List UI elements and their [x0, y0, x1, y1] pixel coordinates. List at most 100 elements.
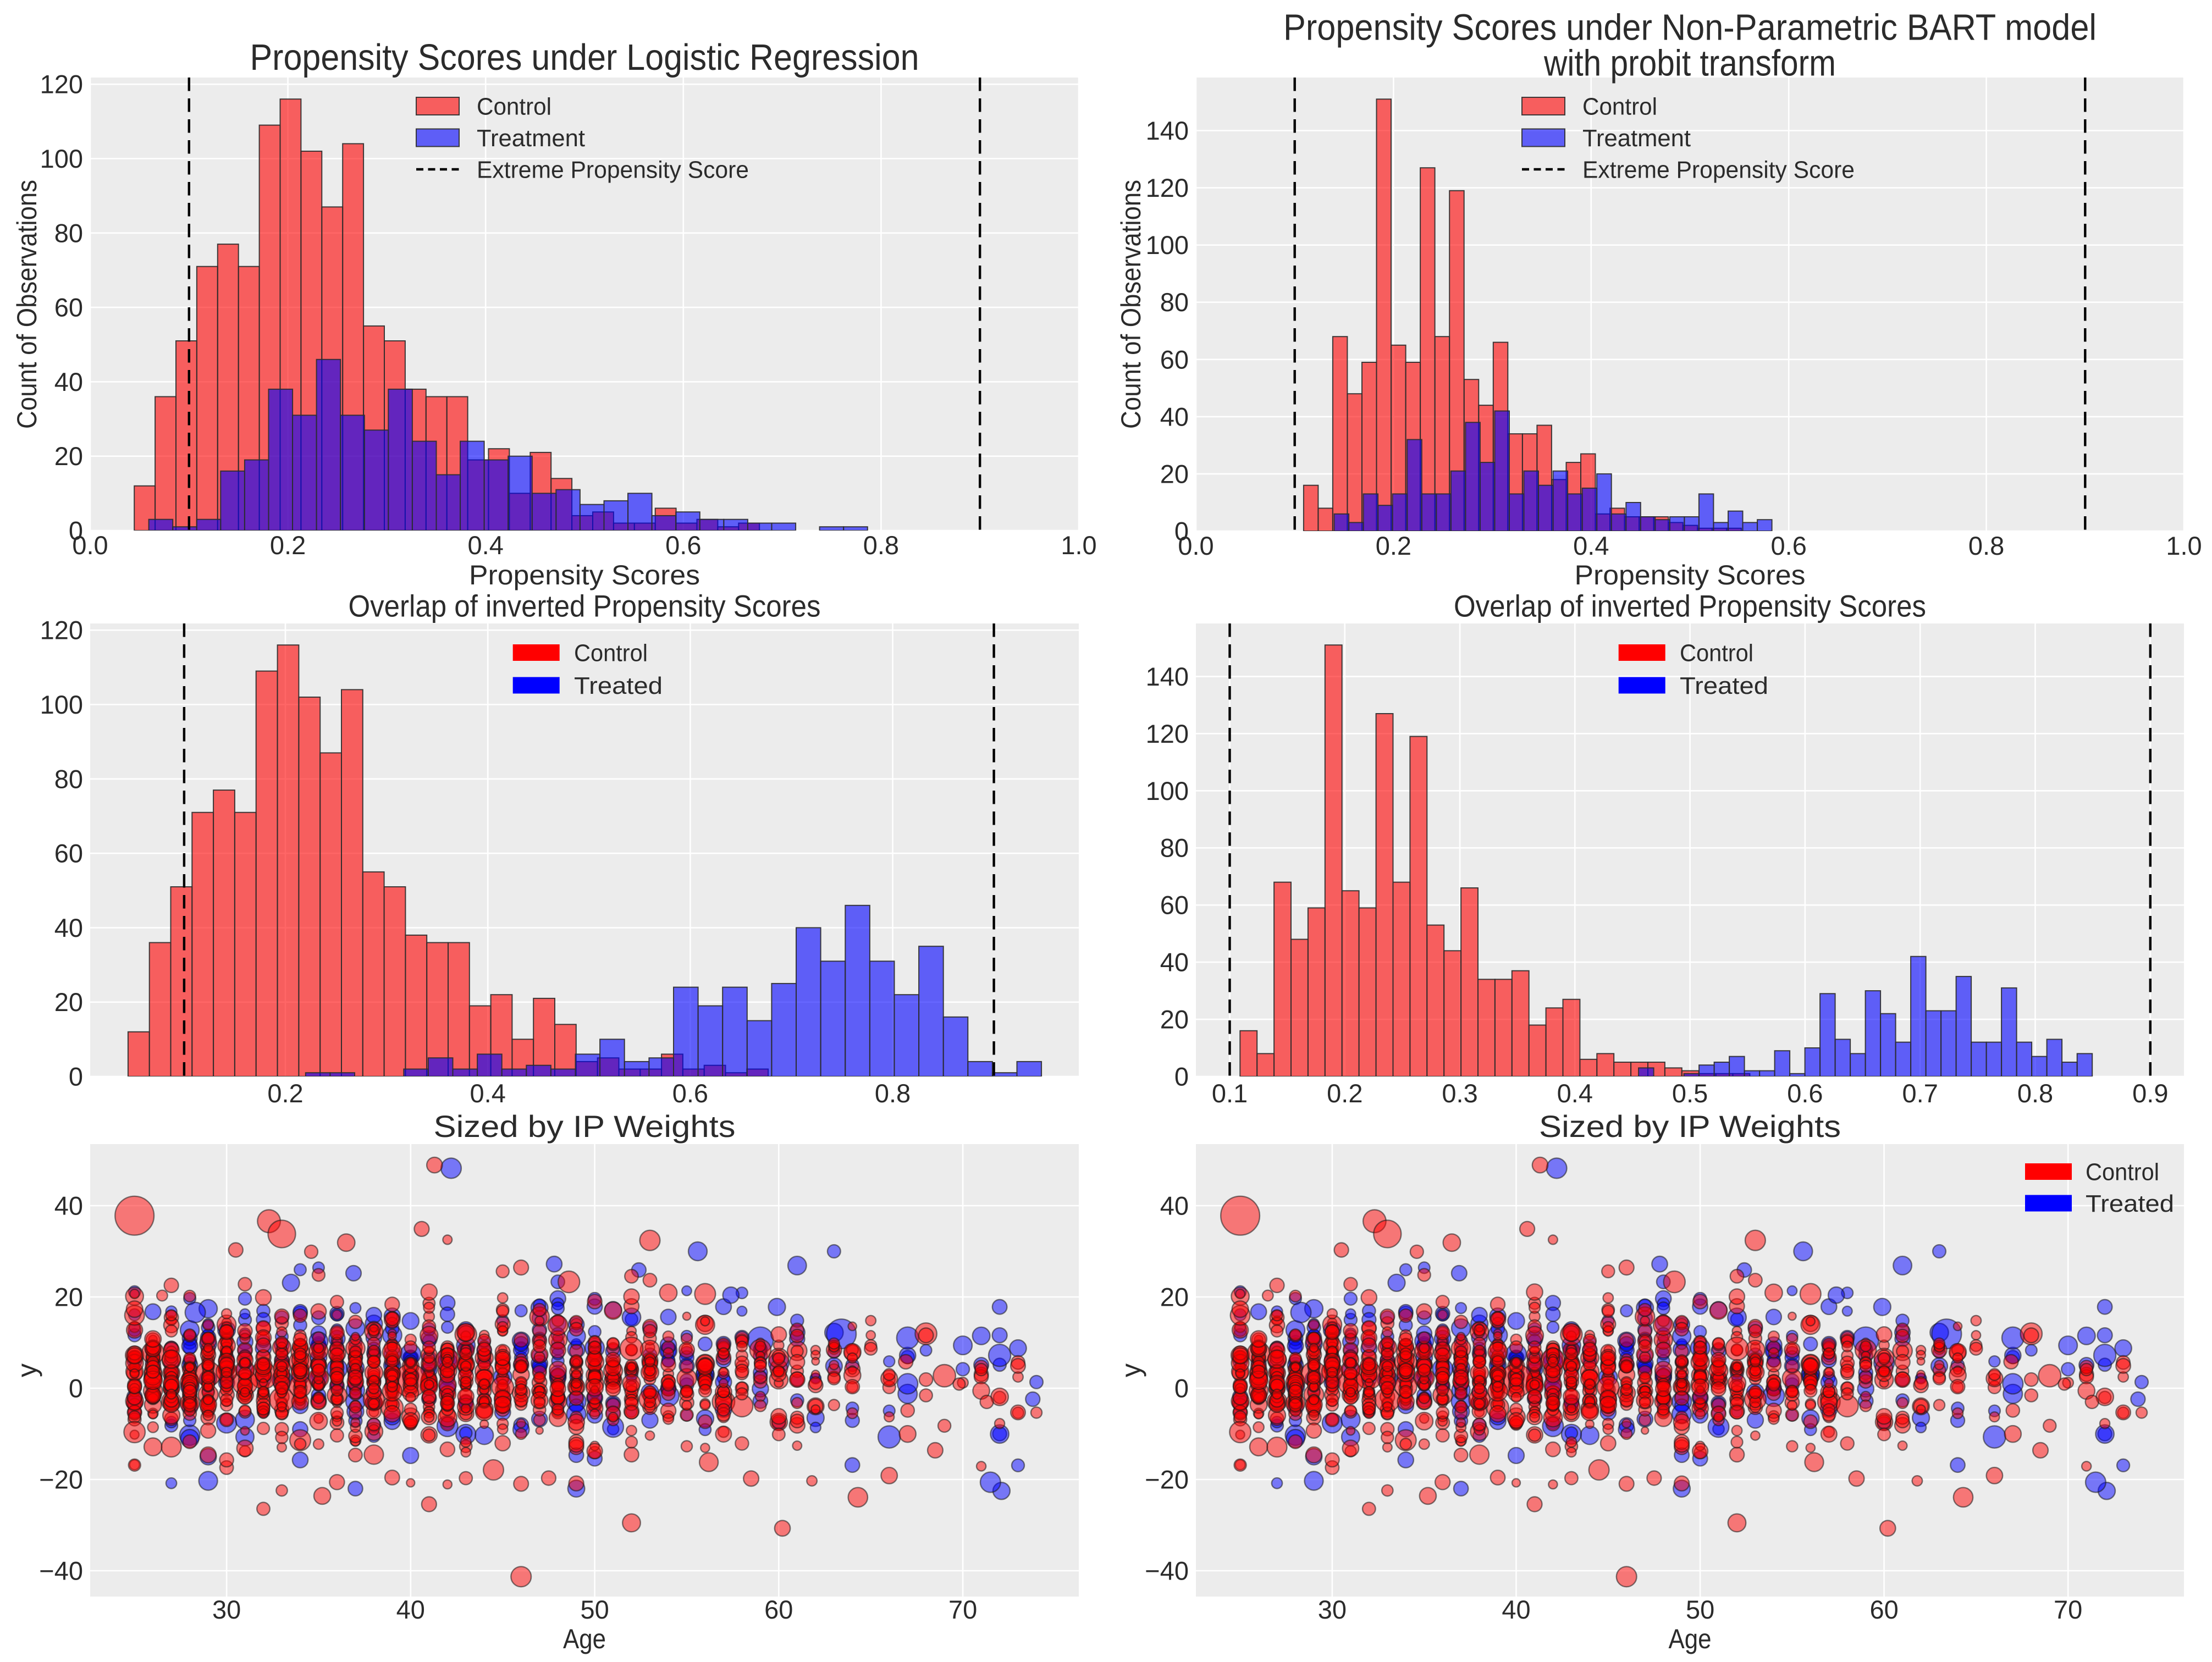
- svg-text:Extreme Propensity Score: Extreme Propensity Score: [477, 157, 749, 184]
- svg-text:140: 140: [1146, 662, 1189, 691]
- svg-text:0.5: 0.5: [1672, 1079, 1708, 1108]
- svg-text:60: 60: [1160, 891, 1189, 920]
- svg-text:Treated: Treated: [2086, 1190, 2174, 1217]
- svg-text:20: 20: [54, 987, 83, 1017]
- svg-text:0: 0: [69, 1374, 83, 1403]
- svg-text:−20: −20: [39, 1465, 83, 1494]
- svg-text:60: 60: [764, 1595, 793, 1624]
- svg-text:20: 20: [1160, 1283, 1189, 1312]
- svg-text:0: 0: [69, 516, 83, 545]
- svg-text:60: 60: [54, 839, 83, 868]
- svg-text:Treated: Treated: [1680, 672, 1768, 699]
- svg-text:30: 30: [212, 1595, 241, 1624]
- svg-text:with probit transform: with probit transform: [1543, 43, 1836, 84]
- svg-text:Count of Observations: Count of Observations: [1116, 180, 1146, 429]
- svg-text:80: 80: [1160, 288, 1189, 317]
- svg-text:100: 100: [1146, 230, 1189, 259]
- svg-text:80: 80: [54, 764, 83, 793]
- svg-text:40: 40: [396, 1595, 425, 1624]
- svg-text:Control: Control: [477, 93, 551, 120]
- svg-text:Control: Control: [1680, 640, 1753, 667]
- svg-text:Sized by IP Weights: Sized by IP Weights: [434, 1109, 736, 1144]
- svg-text:0.4: 0.4: [1573, 531, 1609, 560]
- svg-text:0.7: 0.7: [1902, 1079, 1938, 1108]
- svg-text:−40: −40: [39, 1556, 83, 1586]
- svg-text:100: 100: [1146, 776, 1189, 805]
- svg-text:Age: Age: [563, 1624, 606, 1654]
- svg-text:120: 120: [40, 616, 83, 645]
- svg-text:0: 0: [1174, 1062, 1189, 1091]
- svg-text:0.6: 0.6: [672, 1079, 708, 1108]
- svg-text:Treatment: Treatment: [477, 125, 585, 152]
- svg-text:20: 20: [54, 1283, 83, 1312]
- svg-text:Propensity Scores under Logist: Propensity Scores under Logistic Regress…: [250, 37, 919, 78]
- svg-text:50: 50: [1686, 1595, 1714, 1624]
- svg-text:50: 50: [580, 1595, 609, 1624]
- svg-text:40: 40: [54, 367, 83, 396]
- svg-text:−20: −20: [1145, 1465, 1189, 1494]
- svg-text:0.8: 0.8: [863, 531, 899, 560]
- svg-text:40: 40: [1160, 1191, 1189, 1221]
- svg-text:0.2: 0.2: [267, 1079, 303, 1108]
- svg-text:0.2: 0.2: [1327, 1079, 1362, 1108]
- svg-text:y: y: [12, 1363, 42, 1377]
- svg-text:70: 70: [948, 1595, 977, 1624]
- svg-text:0.6: 0.6: [1771, 531, 1807, 560]
- svg-text:40: 40: [54, 913, 83, 942]
- svg-text:0.8: 0.8: [2017, 1079, 2053, 1108]
- svg-text:0.6: 0.6: [1787, 1079, 1823, 1108]
- svg-text:0.9: 0.9: [2132, 1079, 2168, 1108]
- svg-text:20: 20: [1160, 1005, 1189, 1034]
- svg-text:0: 0: [1174, 517, 1189, 546]
- svg-text:0.3: 0.3: [1442, 1079, 1477, 1108]
- svg-text:120: 120: [1146, 719, 1189, 748]
- svg-text:1.0: 1.0: [1061, 531, 1096, 560]
- svg-text:0.4: 0.4: [468, 531, 504, 560]
- svg-text:0.4: 0.4: [470, 1079, 506, 1108]
- svg-text:Propensity Scores: Propensity Scores: [469, 560, 700, 590]
- svg-text:120: 120: [40, 70, 83, 99]
- svg-text:60: 60: [1869, 1595, 1898, 1624]
- svg-text:Propensity Scores: Propensity Scores: [1575, 560, 1806, 590]
- svg-text:0.6: 0.6: [665, 531, 701, 560]
- svg-text:70: 70: [2054, 1595, 2082, 1624]
- svg-text:Control: Control: [2086, 1159, 2159, 1186]
- svg-text:Overlap of inverted Propensity: Overlap of inverted Propensity Scores: [349, 589, 821, 623]
- svg-text:Control: Control: [1582, 93, 1657, 120]
- svg-text:60: 60: [54, 293, 83, 322]
- svg-text:Treated: Treated: [574, 672, 663, 699]
- svg-text:0.8: 0.8: [1968, 531, 2004, 560]
- svg-text:100: 100: [40, 144, 83, 173]
- svg-text:0.0: 0.0: [72, 531, 108, 560]
- svg-text:−40: −40: [1145, 1556, 1189, 1586]
- svg-text:Sized by IP Weights: Sized by IP Weights: [1539, 1109, 1841, 1144]
- svg-text:Propensity Scores under Non-Pa: Propensity Scores under Non-Parametric B…: [1283, 7, 2097, 48]
- svg-text:0: 0: [69, 1062, 83, 1091]
- svg-text:40: 40: [1160, 948, 1189, 977]
- svg-text:30: 30: [1318, 1595, 1347, 1624]
- svg-text:0.0: 0.0: [1178, 531, 1213, 560]
- svg-text:0.2: 0.2: [270, 531, 306, 560]
- svg-text:0.2: 0.2: [1376, 531, 1411, 560]
- svg-text:0.1: 0.1: [1212, 1079, 1248, 1108]
- svg-text:40: 40: [1502, 1595, 1530, 1624]
- svg-text:20: 20: [1160, 459, 1189, 488]
- svg-text:80: 80: [54, 218, 83, 247]
- svg-text:Extreme Propensity Score: Extreme Propensity Score: [1582, 157, 1855, 184]
- svg-text:Age: Age: [1669, 1624, 1712, 1654]
- svg-text:40: 40: [1160, 402, 1189, 431]
- svg-text:0: 0: [1174, 1374, 1189, 1403]
- svg-text:120: 120: [1146, 173, 1189, 202]
- svg-text:40: 40: [54, 1191, 83, 1221]
- svg-text:0.4: 0.4: [1557, 1079, 1593, 1108]
- svg-text:100: 100: [40, 690, 83, 719]
- svg-text:60: 60: [1160, 345, 1189, 374]
- svg-text:80: 80: [1160, 833, 1189, 863]
- svg-text:20: 20: [54, 441, 83, 471]
- svg-text:140: 140: [1146, 116, 1189, 145]
- svg-text:y: y: [1116, 1363, 1146, 1377]
- svg-text:Control: Control: [574, 640, 648, 667]
- svg-text:Overlap of inverted Propensity: Overlap of inverted Propensity Scores: [1454, 589, 1926, 623]
- svg-text:0.8: 0.8: [875, 1079, 911, 1108]
- svg-text:Treatment: Treatment: [1582, 125, 1691, 152]
